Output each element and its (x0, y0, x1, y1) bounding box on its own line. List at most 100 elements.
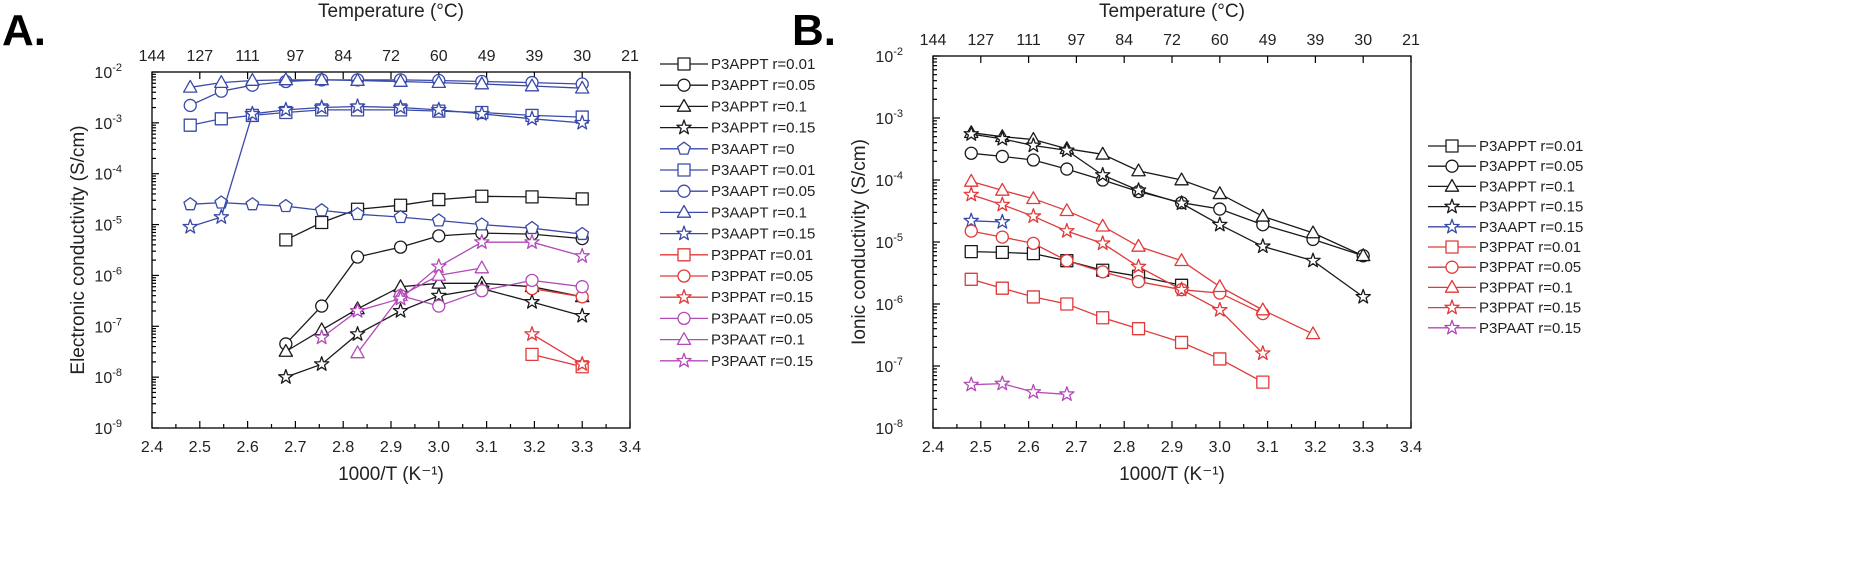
top-tick-label: 49 (1259, 32, 1277, 49)
data-point (315, 299, 329, 313)
data-point (350, 250, 365, 264)
data-point (1213, 352, 1227, 366)
data-point (1131, 274, 1146, 289)
x-tick-label: 2.8 (332, 439, 354, 456)
panel-b: B. 2.4 2.5 2.6 2.7 2.8 2.9 3.0 3.1 3.2 3.3 3.4 144 12… (792, 1, 1583, 485)
legend-marker (676, 332, 692, 346)
x-tick-label: 3.4 (619, 439, 641, 456)
legend-item: P3AAPT r=0 (660, 141, 795, 158)
legend-item: P3PPAT r=0.15 (660, 289, 813, 306)
legend-label: P3APPT r=0.05 (1479, 158, 1583, 175)
x-tick-label: 3.1 (475, 439, 497, 456)
data-point (524, 110, 540, 126)
data-point (574, 80, 590, 94)
data-point (475, 189, 489, 203)
y-tick-exponent: -5 (893, 232, 903, 244)
legend-marker (677, 57, 691, 71)
data-point (1355, 288, 1371, 304)
data-point (278, 198, 293, 213)
data-point (1094, 235, 1111, 251)
data-point (392, 290, 409, 306)
legend-item: P3PAAT r=0.1 (660, 332, 805, 349)
legend-item: P3PPAT r=0.01 (1428, 239, 1581, 256)
data-point (1026, 153, 1041, 167)
legend-marker (676, 352, 692, 368)
legend-marker (1444, 299, 1460, 315)
legend-label: P3PPAT r=0.1 (1479, 279, 1573, 296)
data-point (1025, 383, 1042, 399)
y-tick-exponent: -4 (893, 170, 903, 182)
x-tick-label: 3.2 (1304, 439, 1326, 456)
legend-label: P3AAPT r=0.1 (711, 204, 807, 221)
series-line (285, 287, 583, 378)
data-point (313, 356, 330, 371)
data-point (524, 78, 540, 92)
series-p3aapt-r-0-05 (183, 73, 589, 113)
data-point (963, 376, 980, 392)
top-tick-label: 144 (920, 32, 947, 49)
x-tick-label: 3.3 (571, 439, 593, 456)
top-tick-label: 97 (287, 48, 305, 65)
legend-item: P3PPAT r=0.15 (1428, 299, 1581, 317)
top-tick-label: 84 (1115, 32, 1133, 49)
y-tick-exponent: -9 (112, 418, 122, 430)
legend-marker (677, 311, 691, 326)
top-tick-label: 30 (1354, 32, 1372, 49)
legend-marker (676, 119, 692, 135)
legend-marker (677, 141, 691, 155)
data-point (392, 99, 409, 115)
x-tick-label: 2.4 (141, 439, 163, 456)
legend-item: P3PPAT r=0.01 (660, 247, 813, 264)
series-line (971, 180, 1314, 335)
top-tick-label: 144 (139, 48, 166, 65)
y-tick-label: 10-3 (875, 108, 903, 128)
data-point (1255, 238, 1271, 254)
series-p3ppat-r-0-01 (964, 272, 1270, 389)
data-point (474, 76, 490, 90)
x-tick-label: 3.0 (428, 439, 450, 456)
legend-item: P3APPT r=0.1 (660, 98, 807, 115)
data-point (1025, 137, 1042, 153)
data-point (1131, 322, 1146, 336)
data-point (314, 203, 329, 217)
data-point (1212, 216, 1228, 232)
legend-label: P3PPAT r=0.15 (711, 289, 813, 306)
top-tick-label: 21 (1402, 32, 1420, 49)
data-point (182, 218, 199, 234)
top-tick-label: 49 (478, 48, 496, 65)
data-point (350, 345, 365, 359)
data-point (525, 190, 539, 204)
series-p3paat-r-0-1 (350, 260, 490, 359)
data-point (474, 217, 489, 231)
y-tick-base: 10 (94, 167, 112, 184)
data-point (994, 130, 1011, 146)
legend-marker (677, 269, 691, 283)
y-axis-title: Electronic conductivity (S/cm) (68, 125, 89, 374)
data-point (994, 196, 1011, 212)
legend-label: P3PAAT r=0.1 (711, 332, 805, 349)
y-tick-base: 10 (94, 268, 112, 285)
legend-label: P3PPAT r=0.01 (1479, 239, 1581, 256)
data-point (244, 105, 261, 121)
y-tick-label: 10-7 (94, 316, 122, 336)
data-point (214, 75, 229, 89)
y-tick-exponent: -5 (112, 215, 122, 227)
data-point (1173, 281, 1190, 297)
data-point (1212, 186, 1228, 200)
series-p3paat-r-0-15 (313, 234, 590, 345)
legend-label: P3PPAT r=0.01 (711, 247, 813, 264)
data-point (964, 146, 978, 160)
series-p3paat-r-0-15 (963, 375, 1075, 401)
y-tick-exponent: -7 (893, 356, 903, 368)
data-point (1026, 191, 1041, 205)
data-point (474, 234, 490, 249)
legend-item: P3APPT r=0.01 (1428, 138, 1583, 155)
x-tick-label: 2.9 (1161, 439, 1183, 456)
data-point (432, 192, 446, 207)
y-tick-label: 10-3 (94, 113, 122, 133)
y-tick-base: 10 (875, 359, 893, 376)
data-point (1096, 265, 1110, 279)
top-tick-label: 127 (186, 48, 213, 65)
series-p3appt-r-0-05 (964, 146, 1370, 263)
data-point (393, 198, 408, 212)
